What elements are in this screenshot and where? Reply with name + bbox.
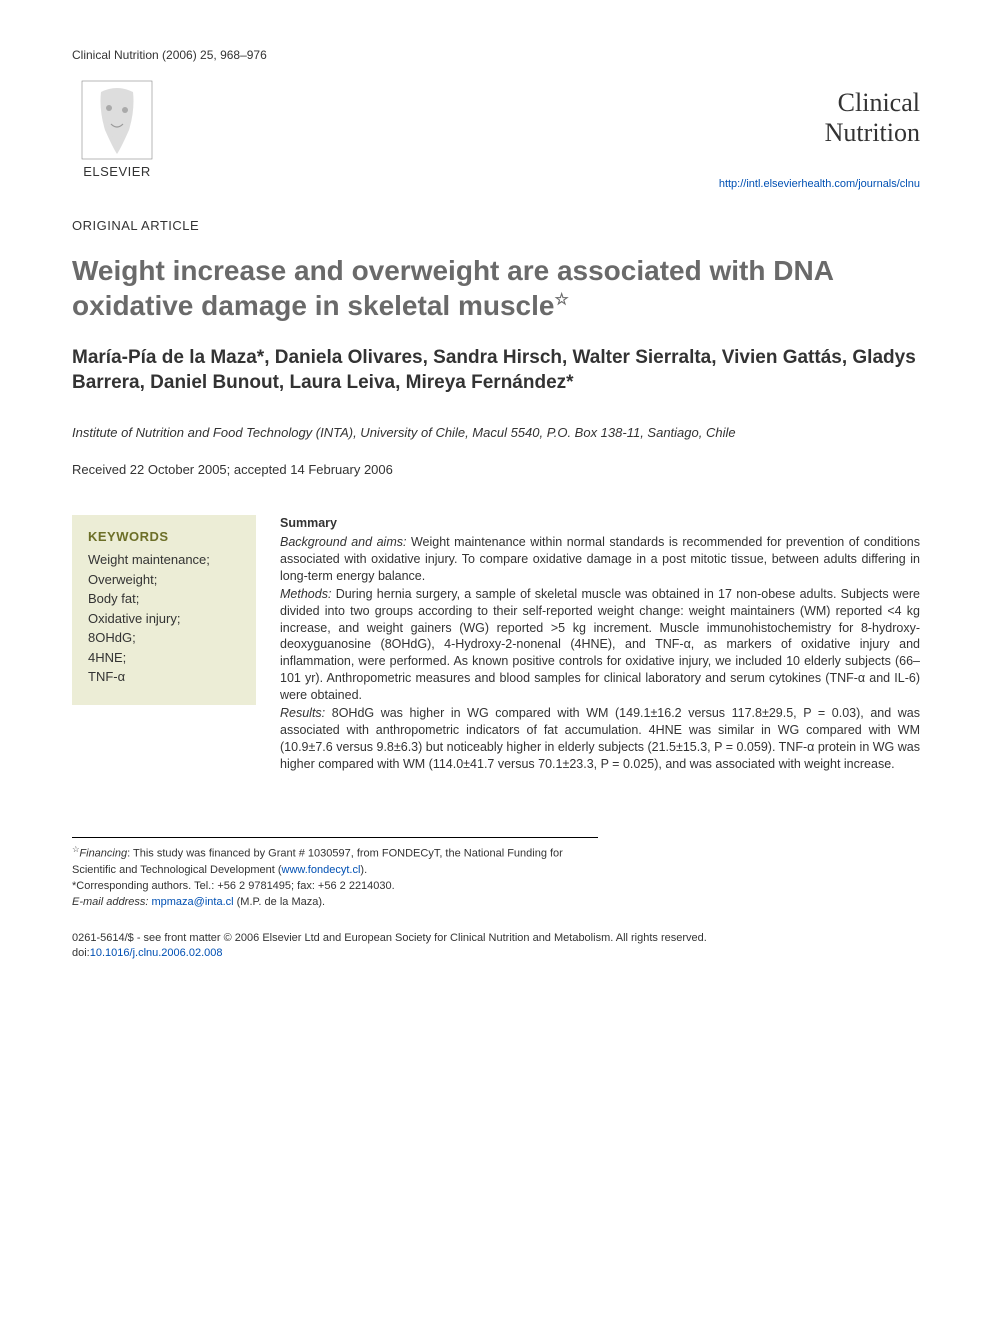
keyword-item: Oxidative injury; [88, 609, 240, 629]
article-dates: Received 22 October 2005; accepted 14 Fe… [72, 462, 920, 477]
keywords-heading: KEYWORDS [88, 529, 240, 544]
elsevier-logo [81, 80, 153, 160]
title-note-symbol: ☆ [554, 291, 568, 308]
publisher-name: ELSEVIER [83, 164, 151, 179]
footnote-financing: ☆Financing: This study was financed by G… [72, 844, 598, 879]
footnote-email: E-mail address: mpmaza@inta.cl (M.P. de … [72, 895, 598, 911]
methods-text: During hernia surgery, a sample of skele… [280, 587, 920, 702]
article-title: Weight increase and overweight are assoc… [72, 253, 920, 323]
keyword-item: 4HNE; [88, 648, 240, 668]
keyword-item: Weight maintenance; [88, 550, 240, 570]
email-label: E-mail address: [72, 896, 148, 908]
citation-line: Clinical Nutrition (2006) 25, 968–976 [72, 48, 920, 62]
summary-heading: Summary [280, 515, 920, 532]
summary-background: Background and aims: Weight maintenance … [280, 534, 920, 585]
keywords-box: KEYWORDS Weight maintenance; Overweight;… [72, 515, 256, 705]
footer-block: 0261-5614/$ - see front matter © 2006 El… [72, 931, 920, 962]
background-label: Background and aims: [280, 535, 406, 549]
footnote-corresponding: *Corresponding authors. Tel.: +56 2 9781… [72, 879, 598, 895]
title-text: Weight increase and overweight are assoc… [72, 255, 833, 321]
publisher-block: ELSEVIER [72, 80, 162, 179]
methods-label: Methods: [280, 587, 331, 601]
doi-line: doi:10.1016/j.clnu.2006.02.008 [72, 946, 920, 961]
financing-link[interactable]: www.fondecyt.cl [282, 864, 361, 876]
keyword-item: Overweight; [88, 570, 240, 590]
results-text: 8OHdG was higher in WG compared with WM … [280, 706, 920, 771]
financing-label: Financing [79, 848, 127, 860]
footnotes: ☆Financing: This study was financed by G… [72, 837, 598, 910]
journal-name: Clinical Nutrition [719, 88, 920, 148]
keywords-list: Weight maintenance; Overweight; Body fat… [88, 550, 240, 687]
keyword-item: Body fat; [88, 589, 240, 609]
doi-link[interactable]: 10.1016/j.clnu.2006.02.008 [90, 947, 223, 959]
summary-results: Results: 8OHdG was higher in WG compared… [280, 705, 920, 773]
email-tail: (M.P. de la Maza). [234, 896, 326, 908]
journal-name-line1: Clinical [838, 88, 920, 117]
results-label: Results: [280, 706, 325, 720]
header-row: ELSEVIER Clinical Nutrition http://intl.… [72, 80, 920, 190]
journal-block: Clinical Nutrition http://intl.elsevierh… [719, 80, 920, 190]
journal-name-line2: Nutrition [825, 118, 920, 147]
keyword-item: TNF-α [88, 667, 240, 687]
keyword-item: 8OHdG; [88, 628, 240, 648]
abstract-row: KEYWORDS Weight maintenance; Overweight;… [72, 515, 920, 773]
journal-url: http://intl.elsevierhealth.com/journals/… [719, 178, 920, 190]
financing-tail: ). [360, 864, 367, 876]
journal-url-link[interactable]: http://intl.elsevierhealth.com/journals/… [719, 178, 920, 190]
affiliation: Institute of Nutrition and Food Technolo… [72, 424, 920, 442]
authors: María-Pía de la Maza*, Daniela Olivares,… [72, 345, 920, 396]
issn-line: 0261-5614/$ - see front matter © 2006 El… [72, 931, 920, 946]
section-label: ORIGINAL ARTICLE [72, 218, 920, 233]
email-link[interactable]: mpmaza@inta.cl [151, 896, 233, 908]
doi-label: doi: [72, 947, 90, 959]
summary-block: Summary Background and aims: Weight main… [280, 515, 920, 773]
summary-methods: Methods: During hernia surgery, a sample… [280, 586, 920, 704]
